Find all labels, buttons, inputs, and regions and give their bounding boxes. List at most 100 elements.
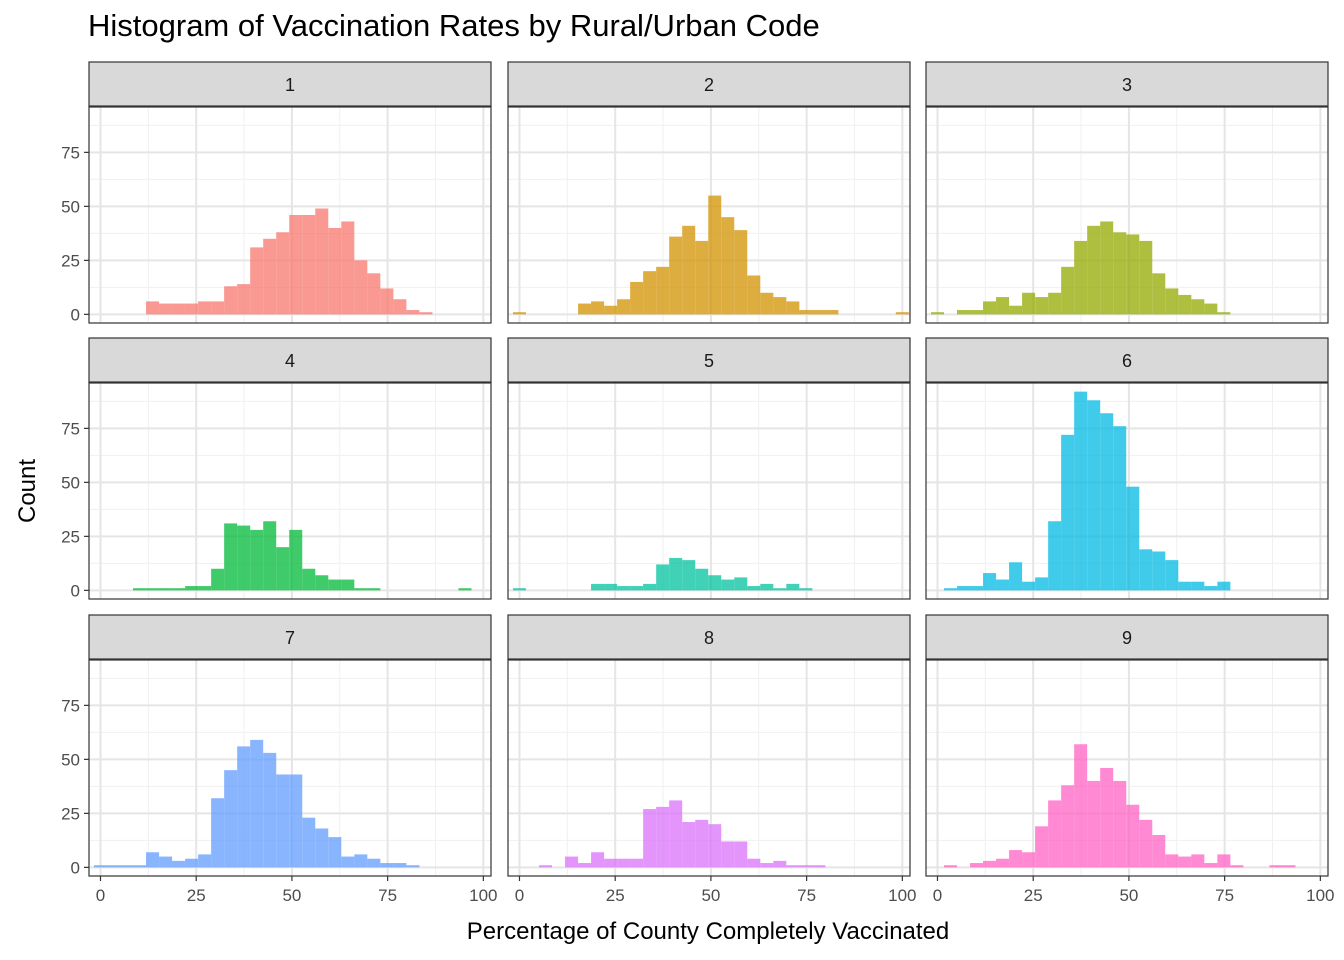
y-tick-label: 0 — [71, 305, 80, 324]
histogram-bar — [93, 865, 107, 868]
histogram-bar — [591, 583, 605, 591]
histogram-bar — [380, 288, 394, 315]
histogram-bar — [604, 305, 618, 315]
histogram-bar — [120, 865, 134, 868]
histogram-bar — [695, 240, 709, 315]
histogram-bar — [1035, 577, 1049, 591]
x-tick-label: 100 — [469, 886, 497, 905]
y-tick-label: 0 — [71, 581, 80, 600]
histogram-bar — [656, 806, 670, 868]
histogram-bar — [1269, 865, 1283, 868]
x-tick-label: 100 — [888, 886, 916, 905]
histogram-bar — [682, 560, 696, 591]
histogram-bar — [1048, 800, 1062, 868]
panel-border — [88, 106, 492, 324]
histogram-bar — [643, 809, 657, 868]
histogram-bar — [1022, 852, 1036, 868]
histogram-bar — [302, 568, 316, 591]
histogram-bar — [943, 588, 958, 591]
histogram-bar — [354, 588, 368, 591]
histogram-bar — [1126, 234, 1140, 315]
histogram-bar — [250, 739, 264, 868]
histogram-bar — [185, 303, 199, 315]
histogram-bar — [106, 865, 121, 868]
histogram-bar — [1074, 744, 1088, 868]
histogram-bar — [1087, 400, 1101, 591]
histogram-bar — [825, 310, 839, 315]
histogram-bar — [630, 858, 644, 868]
histogram-bar — [1087, 780, 1101, 868]
histogram-bar — [198, 854, 212, 868]
histogram-bar — [419, 312, 433, 315]
panel-border — [507, 382, 911, 600]
facet-strip — [507, 61, 911, 107]
histogram-bar — [1100, 221, 1114, 315]
histogram-bar — [289, 529, 303, 591]
panel-border — [507, 106, 911, 324]
x-tick-label: 50 — [282, 886, 301, 905]
histogram-bar — [1048, 292, 1062, 315]
facet-panel-9: 9 0 25 50 75 100 — [925, 614, 1335, 905]
facet-strip-label: 9 — [1122, 628, 1132, 648]
histogram-bar — [315, 575, 329, 591]
histogram-bar — [224, 523, 238, 591]
histogram-bar — [1009, 562, 1023, 591]
histogram-bar — [996, 858, 1010, 868]
histogram-bar — [1100, 413, 1114, 591]
x-tick-label: 75 — [1215, 886, 1234, 905]
histogram-bar — [1113, 426, 1127, 591]
histogram-bar — [957, 310, 971, 315]
histogram-bar — [617, 299, 631, 315]
y-tick-label: 25 — [61, 527, 80, 546]
histogram-bar — [773, 588, 787, 591]
histogram-bar — [760, 863, 774, 868]
x-tick-label: 0 — [96, 886, 105, 905]
histogram-bar — [172, 303, 186, 315]
histogram-bar — [1191, 299, 1205, 315]
histogram-bar — [957, 586, 971, 591]
histogram-bar — [211, 568, 225, 591]
histogram-bar — [669, 236, 683, 315]
histogram-bar — [773, 860, 787, 868]
histogram-bar — [773, 297, 787, 315]
histogram-bar — [682, 225, 696, 315]
histogram-bar — [786, 301, 800, 315]
facet-panel-7: 7 0 25 50 75 0 25 50 75 100 — [61, 614, 498, 905]
histogram-bar — [133, 588, 147, 591]
histogram-bar — [695, 819, 709, 868]
facet-strip-label: 8 — [704, 628, 714, 648]
histogram-bar — [1035, 826, 1049, 868]
histogram-bar — [146, 301, 160, 315]
y-tick-label: 50 — [61, 197, 80, 216]
facet-strip-label: 1 — [285, 75, 295, 95]
histogram-bar — [172, 588, 186, 591]
y-tick-label: 50 — [61, 750, 80, 769]
histogram-bar — [708, 824, 722, 868]
histogram-bar — [224, 286, 238, 315]
histogram-bar — [643, 583, 657, 591]
histogram-bar — [695, 568, 709, 591]
histogram-bar — [237, 746, 251, 868]
histogram-bar — [1074, 240, 1088, 315]
histogram-bar — [1165, 854, 1179, 868]
histogram-bar — [211, 798, 225, 868]
facet-strip — [88, 61, 492, 107]
histogram-bar — [669, 557, 683, 591]
facet-strip — [925, 614, 1329, 660]
histogram-bar — [328, 227, 342, 315]
histogram-bar — [1139, 819, 1153, 868]
histogram-bar — [159, 856, 173, 868]
facet-panel-8: 8 0 25 50 75 100 — [507, 614, 917, 905]
x-tick-label: 75 — [797, 886, 816, 905]
facet-strip — [925, 61, 1329, 107]
histogram-bar — [289, 215, 303, 315]
histogram-bar — [354, 854, 368, 868]
histogram-bar — [734, 230, 748, 315]
histogram-bar — [734, 841, 748, 868]
histogram-bar — [380, 863, 394, 868]
facet-panel-6: 6 — [925, 337, 1329, 600]
histogram-bar — [983, 573, 997, 591]
histogram-bar — [721, 579, 735, 591]
facet-panel-5: 5 — [507, 337, 911, 600]
